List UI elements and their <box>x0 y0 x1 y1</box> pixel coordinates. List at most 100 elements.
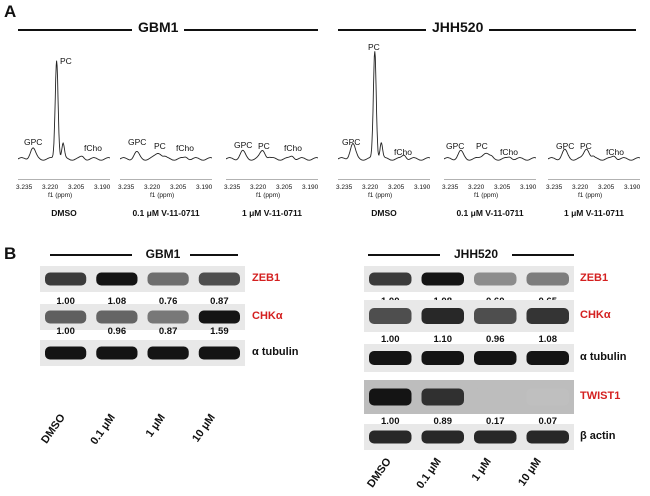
blot-band <box>421 388 464 406</box>
spectrum-tick-label: 3.220 <box>468 184 485 191</box>
band-quantification: 1.08 <box>107 296 127 307</box>
blot-band <box>474 388 517 406</box>
peak-label-fcho: fCho <box>284 143 302 153</box>
panel-letter-a: A <box>4 2 17 21</box>
blot-band <box>421 308 464 324</box>
band-quantification: 1.10 <box>433 334 453 345</box>
band-quantification: 1.08 <box>538 334 558 345</box>
protein-label: α tubulin <box>252 346 299 358</box>
spectrum-tick-label: 3.190 <box>196 184 213 191</box>
peak-label-gpc: GPC <box>556 141 575 151</box>
spectrum-axis-label: f1 (ppm) <box>48 192 73 199</box>
band-quantification: 0.07 <box>538 416 558 427</box>
peak-label-gpc: GPC <box>446 141 465 151</box>
blot-band <box>198 346 240 360</box>
spectrum-tick-label: 3.235 <box>442 184 459 191</box>
blot-band <box>96 272 138 286</box>
protein-label: α tubulin <box>580 351 627 363</box>
peak-label-pc: PC <box>154 141 166 151</box>
blot-strip <box>364 424 574 450</box>
blot-band <box>147 310 189 324</box>
blot-band <box>526 308 569 324</box>
peak-label-gpc: GPC <box>234 140 253 150</box>
spectrum-tick-label: 3.205 <box>494 184 511 191</box>
nmr-spectrum-trace <box>548 148 640 161</box>
nmr-spectrum-plot <box>226 149 318 180</box>
spectrum-axis-label: f1 (ppm) <box>474 192 499 199</box>
peak-label-pc: PC <box>476 141 488 151</box>
spectrum-tick-label: 3.220 <box>144 184 161 191</box>
blot-strip <box>364 344 574 372</box>
spectrum-tick-label: 3.190 <box>520 184 537 191</box>
nmr-spectrum-trace <box>120 150 212 161</box>
blot-band <box>45 272 87 286</box>
protein-label: ZEB1 <box>580 272 609 284</box>
blot-strip <box>40 304 245 330</box>
blot-band <box>198 310 240 324</box>
lane-label: 10 μM <box>516 456 544 489</box>
peak-label-fcho: fCho <box>606 147 624 157</box>
blot-band <box>474 272 517 286</box>
spectrum-condition-label: 1 μM V-11-0711 <box>563 208 625 218</box>
blot-band-image <box>45 310 240 324</box>
spectrum-axis-label: f1 (ppm) <box>368 192 393 199</box>
peak-label-fcho: fCho <box>176 143 194 153</box>
peak-label-pc: PC <box>580 141 592 151</box>
blot-band <box>421 351 464 365</box>
blot-band <box>526 272 569 286</box>
spectrum-tick-label: 3.205 <box>170 184 187 191</box>
spectrum-tick-label: 3.220 <box>362 184 379 191</box>
blot-rule-jhh520-right <box>512 254 574 256</box>
spectrum-tick-label: 3.190 <box>94 184 111 191</box>
band-quantification: 1.00 <box>56 296 75 307</box>
lane-label: 0.1 μM <box>88 412 118 447</box>
protein-label: ZEB1 <box>252 272 281 284</box>
blot-strip <box>364 380 574 414</box>
band-quantification: 0.89 <box>433 416 453 427</box>
blot-band <box>526 430 569 444</box>
blot-band-image <box>369 430 569 444</box>
group-title-gbm1: GBM1 <box>132 19 185 35</box>
spectrum-tick-label: 3.190 <box>624 184 641 191</box>
blot-band <box>96 310 138 324</box>
nmr-spectrum-trace <box>444 149 536 161</box>
spectrum-axis-label: f1 (ppm) <box>150 192 175 199</box>
lane-label: 0.1 μM <box>414 456 444 491</box>
nmr-spectrum-plot <box>18 60 110 180</box>
spectrum-condition-label: 0.1 μM V-11-0711 <box>132 208 200 218</box>
blot-band <box>526 388 569 406</box>
spectrum-tick-label: 3.205 <box>68 184 85 191</box>
blot-band <box>198 272 240 286</box>
band-quantification: 1.00 <box>381 334 400 345</box>
blot-band <box>421 272 464 286</box>
blot-rule-gbm1-right <box>190 254 238 256</box>
blot-title-gbm1: GBM1 <box>145 247 181 261</box>
spectrum-tick-label: 3.220 <box>42 184 59 191</box>
blot-band <box>369 430 412 444</box>
nmr-spectrum-plot <box>120 150 212 180</box>
blot-strip <box>364 300 574 332</box>
blot-band <box>369 388 412 406</box>
nmr-spectrum-plot <box>444 149 536 180</box>
peak-label-gpc: GPC <box>342 137 361 147</box>
spectrum-tick-label: 3.235 <box>546 184 563 191</box>
blot-band <box>45 346 87 360</box>
spectrum-condition-label: DMSO <box>371 208 397 218</box>
peak-label-gpc: GPC <box>128 137 147 147</box>
lane-label: 10 μM <box>190 412 218 445</box>
blot-band <box>474 308 517 324</box>
blot-band-image <box>369 388 569 406</box>
lane-label: 1 μM <box>469 456 494 484</box>
spectrum-tick-label: 3.235 <box>118 184 135 191</box>
band-quantification: 0.76 <box>158 296 178 307</box>
band-quantification: 0.87 <box>158 326 178 337</box>
spectrum-tick-label: 3.205 <box>388 184 405 191</box>
nmr-spectrum-plot <box>338 51 430 180</box>
protein-label: CHKα <box>580 309 611 321</box>
peak-label-gpc: GPC <box>24 137 43 147</box>
blot-band-image <box>369 272 569 286</box>
lane-label: DMSO <box>365 456 394 490</box>
spectrum-tick-label: 3.235 <box>16 184 33 191</box>
peak-label-fcho: fCho <box>500 147 518 157</box>
blot-band <box>45 310 87 324</box>
